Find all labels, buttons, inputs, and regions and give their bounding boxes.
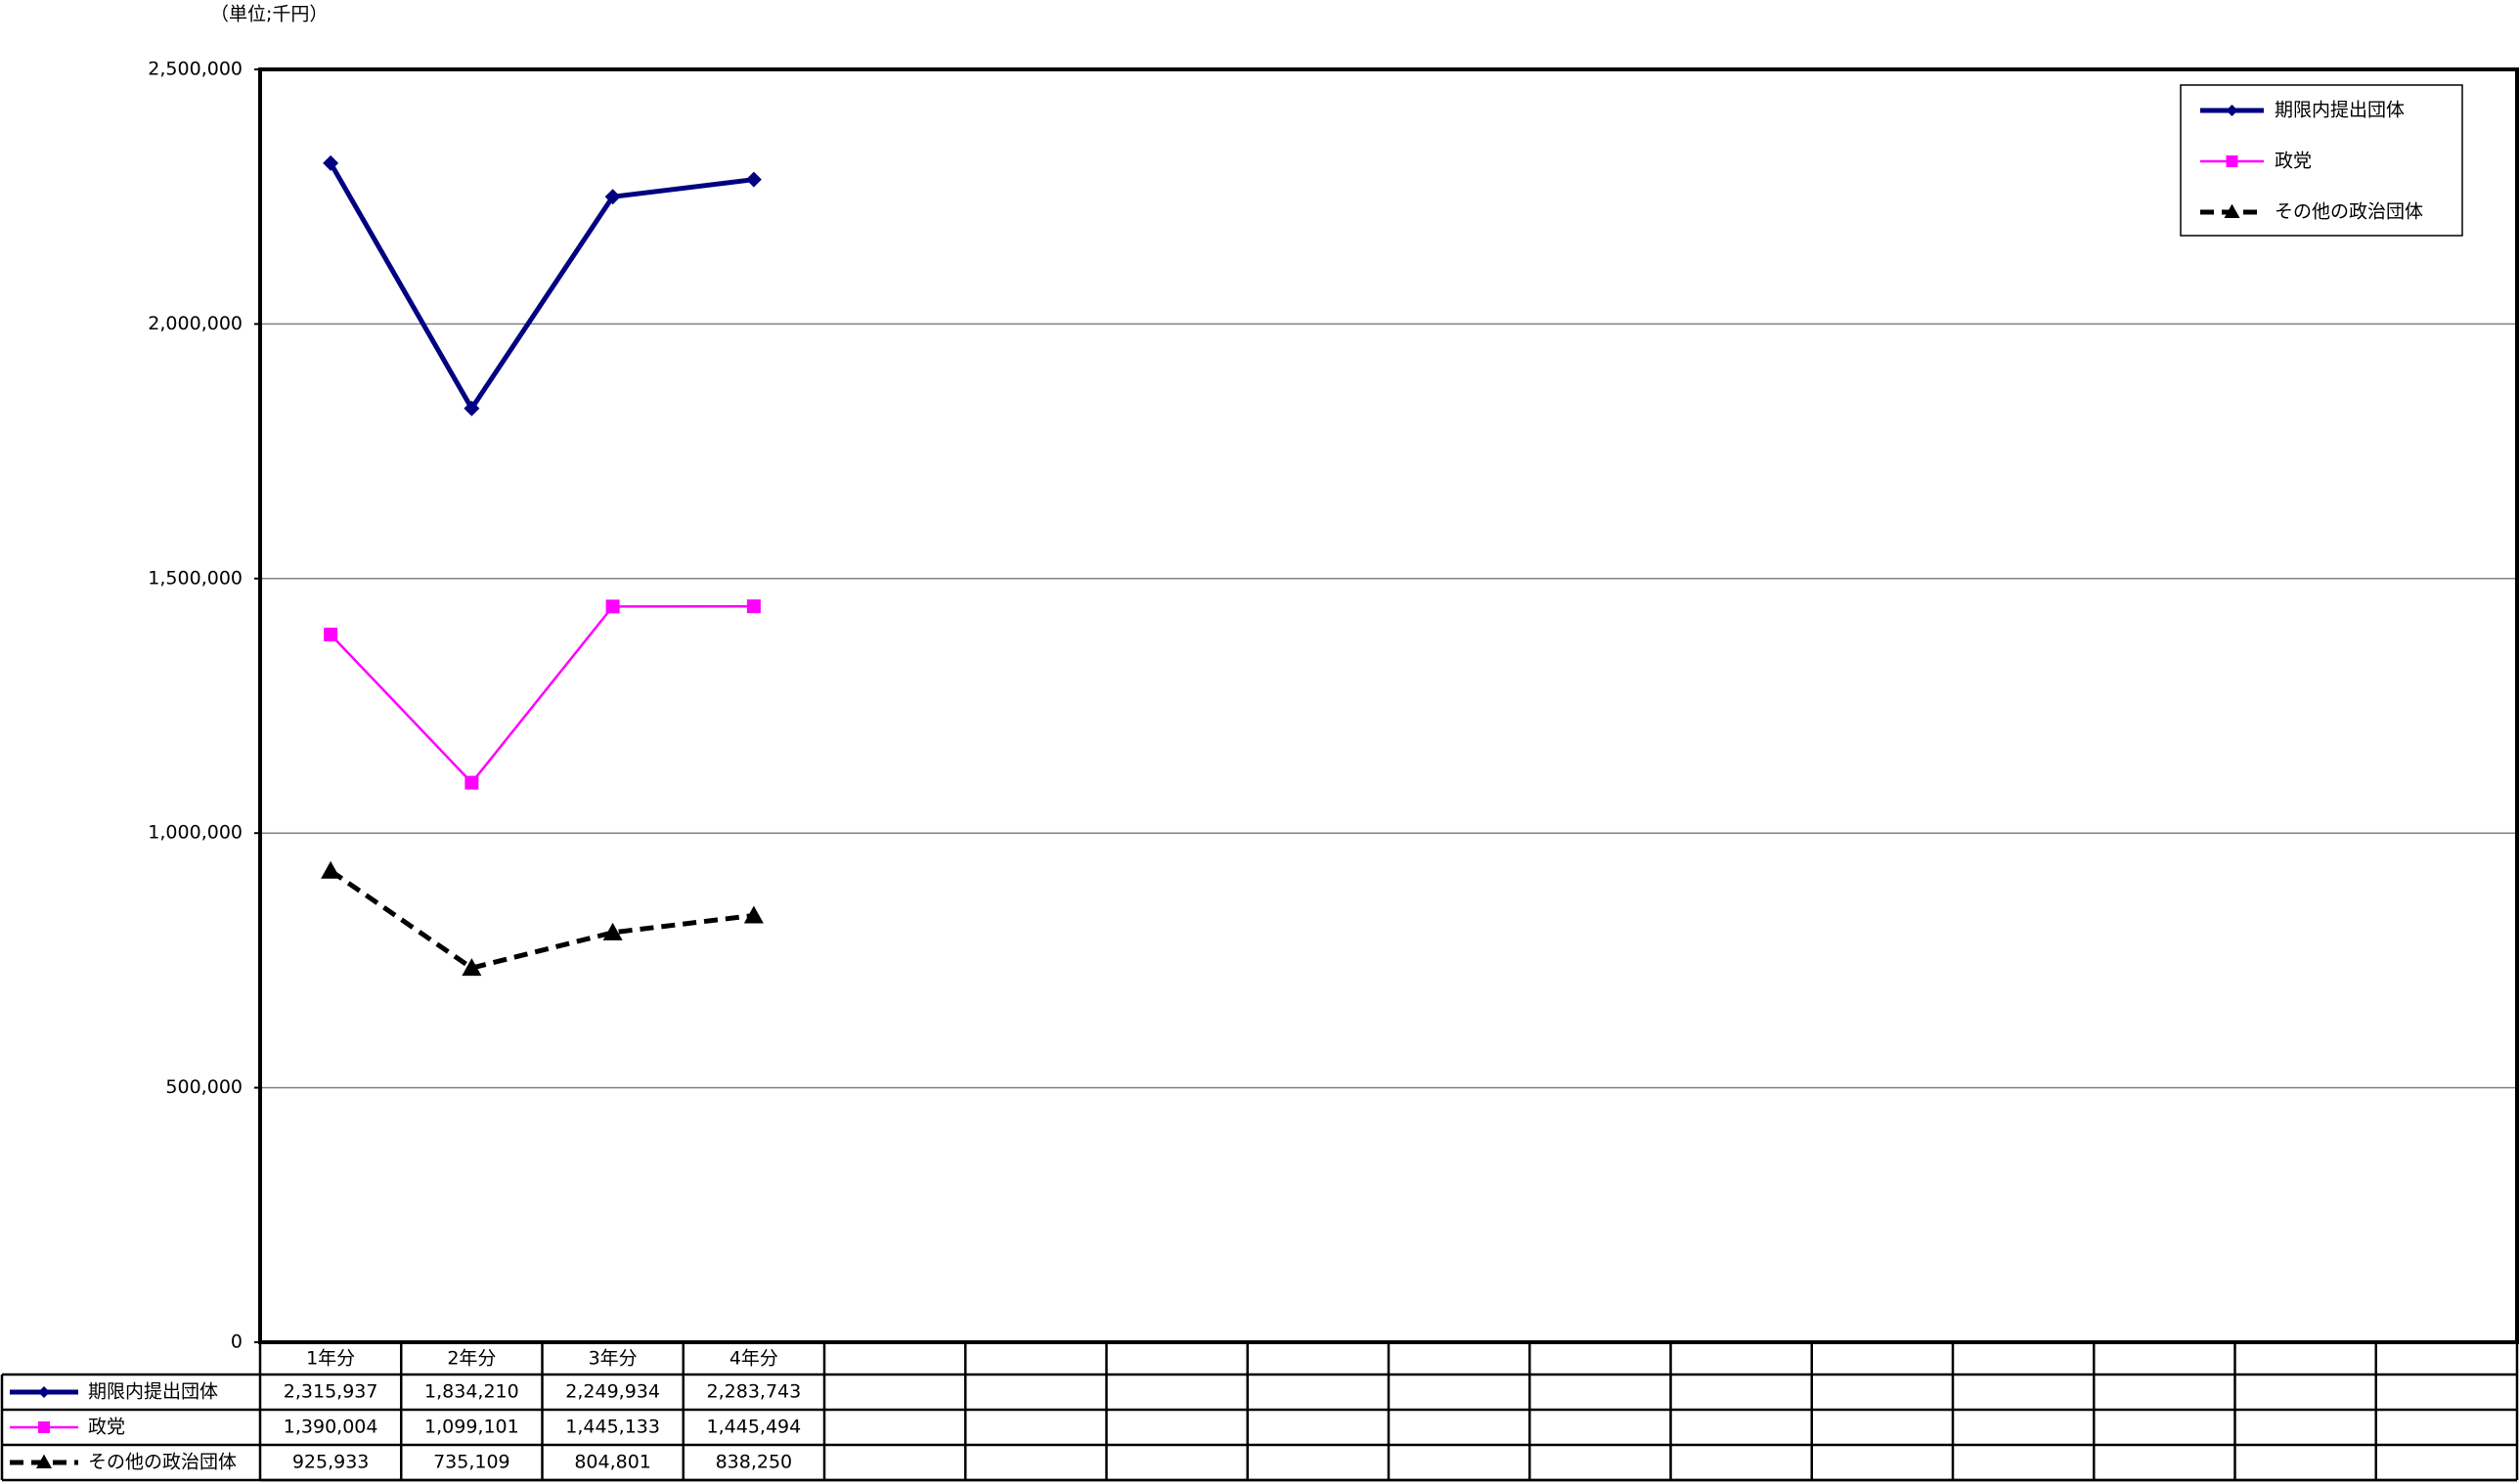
table-value: 804,801: [574, 1452, 651, 1473]
table-value: 2,315,937: [284, 1381, 378, 1403]
point-marker: [321, 860, 341, 879]
legend-label: 期限内提出団体: [2275, 100, 2405, 121]
table-value: 1,834,210: [424, 1381, 519, 1403]
x-tick-label: 3年分: [589, 1348, 638, 1370]
point-marker: [602, 922, 623, 940]
unit-note: （単位;千円）: [210, 4, 328, 25]
table-value: 925,933: [292, 1452, 370, 1473]
point-marker: [743, 905, 764, 924]
point-marker: [462, 958, 482, 977]
table-value: 1,445,494: [707, 1417, 802, 1438]
table-row-label: その他の政治団体: [88, 1452, 237, 1473]
y-tick-label: 2,500,000: [148, 59, 243, 80]
table-value: 1,099,101: [424, 1417, 519, 1438]
x-tick-label: 2年分: [447, 1348, 496, 1370]
table-value: 2,283,743: [707, 1381, 802, 1403]
table-value: 838,250: [716, 1452, 793, 1473]
y-tick-label: 2,000,000: [148, 313, 243, 334]
point-marker: [324, 628, 338, 642]
point-marker: [745, 171, 762, 188]
y-tick-label: 0: [231, 1331, 243, 1353]
legend-label: その他の政治団体: [2275, 201, 2423, 223]
x-tick-label: 1年分: [306, 1348, 355, 1370]
series-line: [329, 868, 755, 971]
table-value: 2,249,934: [565, 1381, 660, 1403]
table-value: 735,109: [433, 1452, 510, 1473]
table-value: 1,390,004: [284, 1417, 378, 1438]
legend-key-marker: [2226, 155, 2238, 167]
legend-key-marker: [2224, 203, 2240, 218]
point-marker: [323, 154, 339, 171]
legend-key-marker: [38, 1421, 50, 1433]
plot-frame: [258, 67, 2519, 1344]
point-marker: [604, 189, 621, 205]
point-marker: [464, 775, 479, 790]
legend-key-marker: [36, 1454, 52, 1468]
legend-label: 政党: [2275, 151, 2312, 172]
point-marker: [605, 599, 620, 614]
y-tick-label: 1,000,000: [148, 822, 243, 844]
y-tick-label: 500,000: [165, 1076, 243, 1098]
series-line: [330, 604, 754, 785]
legend-key-marker: [2226, 105, 2238, 116]
x-tick-label: 4年分: [729, 1348, 778, 1370]
table-row-label: 政党: [88, 1417, 125, 1438]
legend-key-marker: [38, 1386, 50, 1398]
table-value: 1,445,133: [565, 1417, 660, 1438]
point-marker: [746, 599, 761, 614]
table-row-label: 期限内提出団体: [88, 1381, 218, 1403]
y-tick-label: 1,500,000: [148, 567, 243, 589]
series-line: [328, 161, 755, 414]
point-marker: [464, 400, 480, 416]
